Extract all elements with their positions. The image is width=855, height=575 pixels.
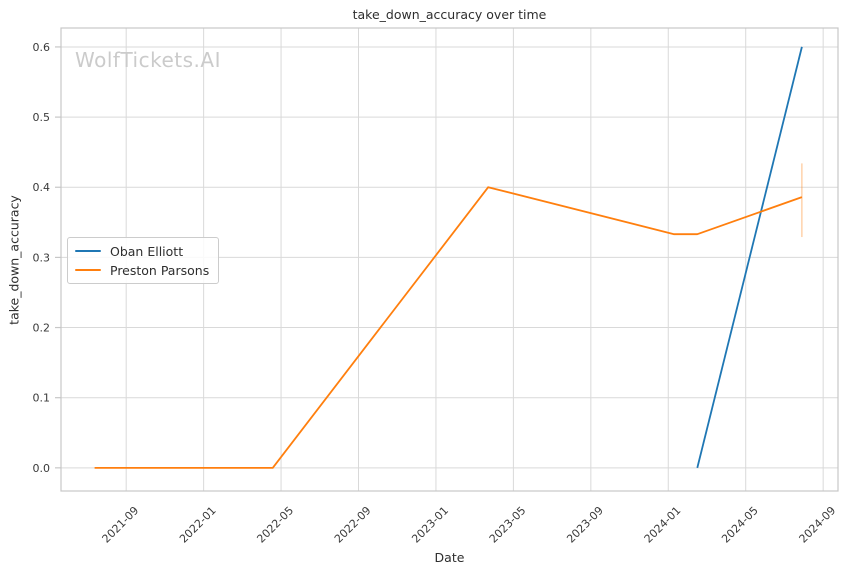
y-tick-label: 0.1 — [33, 392, 51, 405]
y-tick-label: 0.2 — [33, 322, 51, 335]
x-tick-label: 2021-09 — [100, 504, 142, 546]
x-tick-label: 2024-09 — [797, 504, 839, 546]
x-axis-label: Date — [434, 550, 465, 565]
y-tick-label: 0.6 — [33, 41, 51, 54]
y-tick-label: 0.5 — [33, 111, 51, 124]
y-tick-label: 0.4 — [33, 181, 51, 194]
y-tick-label: 0.3 — [33, 251, 51, 264]
x-tick-label: 2022-01 — [177, 504, 219, 546]
y-axis-label: take_down_accuracy — [6, 195, 22, 325]
x-tick-label: 2024-01 — [642, 504, 684, 546]
watermark: WolfTickets.AI — [75, 48, 221, 72]
x-tick-label: 2023-05 — [487, 504, 529, 546]
x-tick-label: 2023-09 — [564, 504, 606, 546]
chart-title: take_down_accuracy over time — [352, 7, 547, 22]
legend-label: Preston Parsons — [110, 262, 210, 278]
y-tick-label: 0.0 — [33, 462, 51, 475]
legend-label: Oban Elliott — [110, 243, 184, 259]
series-line-preston-parsons — [94, 186, 803, 469]
x-tick-label: 2022-09 — [332, 504, 374, 546]
plot-border — [60, 27, 839, 492]
legend-item-preston-parsons: Preston Parsons — [75, 262, 209, 278]
legend: Oban Elliott Preston Parsons — [67, 237, 220, 284]
legend-line-swatch — [75, 249, 101, 253]
x-tick-label: 2024-05 — [719, 504, 761, 546]
series-line-oban-elliott — [696, 46, 803, 469]
x-tick-label: 2023-01 — [409, 504, 451, 546]
legend-line-swatch — [75, 268, 101, 272]
x-tick-label: 2022-05 — [254, 504, 296, 546]
legend-item-oban-elliott: Oban Elliott — [75, 243, 209, 259]
